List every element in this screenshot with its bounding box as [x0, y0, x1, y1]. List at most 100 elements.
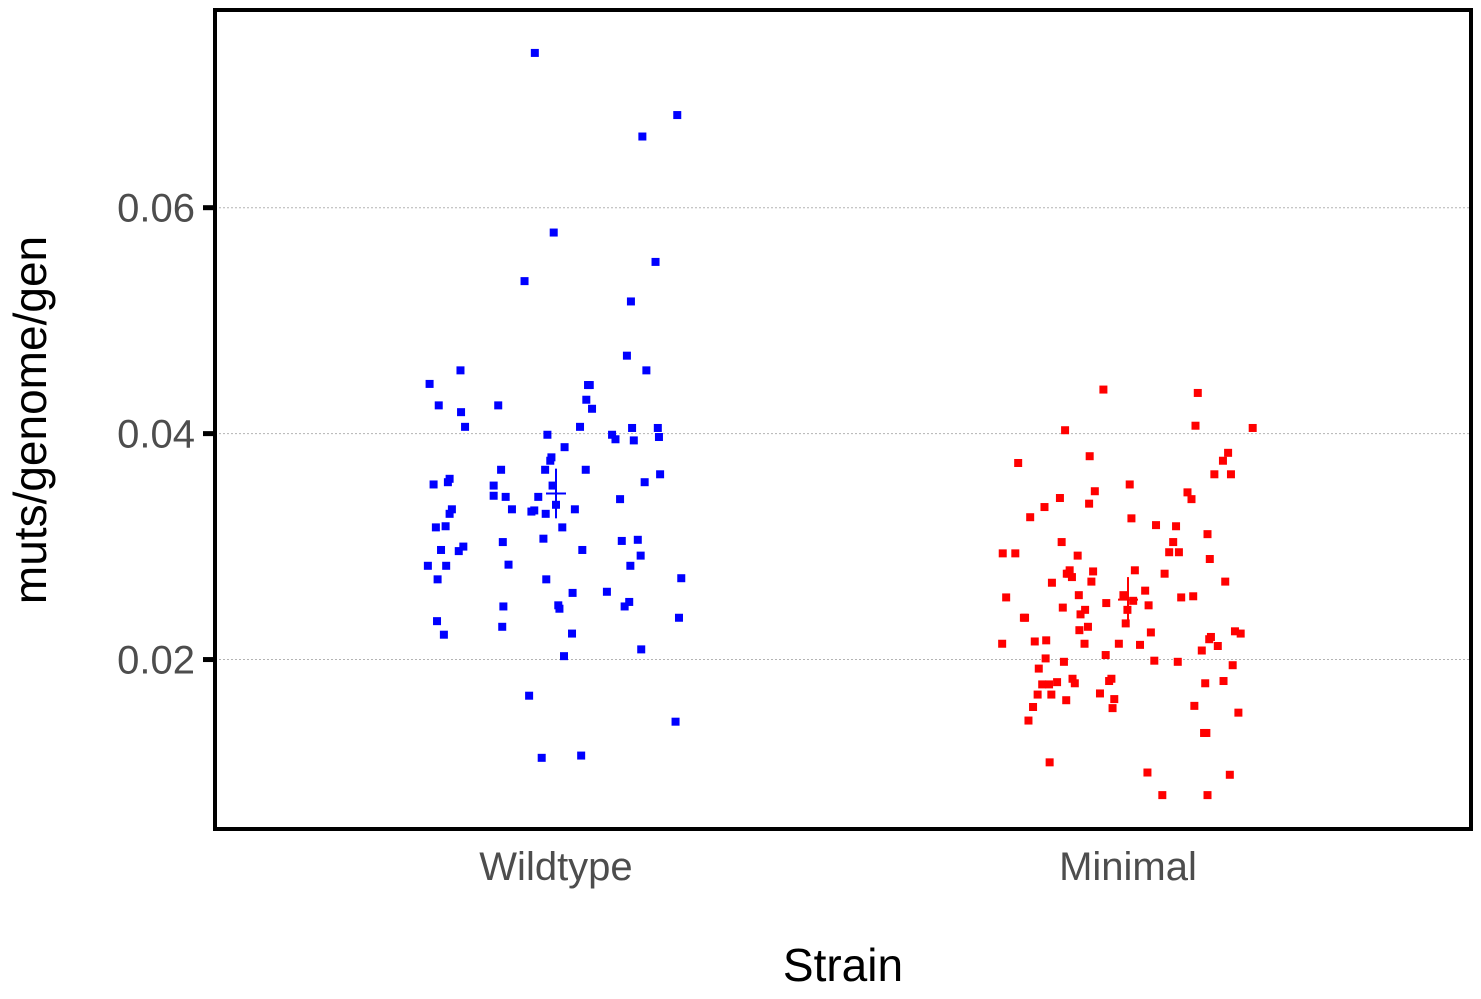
data-point: [1002, 593, 1011, 602]
data-point: [537, 753, 546, 762]
data-point: [1197, 646, 1206, 655]
data-point: [1101, 651, 1110, 660]
data-point: [1055, 494, 1064, 503]
data-point: [1047, 578, 1056, 587]
data-point: [677, 574, 686, 583]
data-point: [636, 551, 645, 560]
data-point: [1193, 388, 1202, 397]
data-point: [1038, 680, 1047, 689]
data-point: [457, 408, 466, 417]
data-point: [1061, 426, 1070, 435]
data-point: [998, 549, 1007, 558]
data-point: [1089, 567, 1098, 576]
data-point: [439, 630, 448, 639]
data-point: [1102, 599, 1111, 608]
y-tick-label: 0.02: [117, 639, 195, 683]
data-point: [626, 561, 635, 570]
data-point: [1221, 577, 1230, 586]
data-point: [671, 717, 680, 726]
data-point: [434, 401, 443, 410]
data-point: [638, 132, 647, 141]
data-point: [1041, 654, 1050, 663]
data-point: [1014, 458, 1023, 467]
data-point: [608, 430, 617, 439]
data-point: [1205, 555, 1214, 564]
data-point: [548, 481, 557, 490]
x-tick-label: Wildtype: [479, 845, 632, 889]
data-point: [1083, 622, 1092, 631]
y-axis-ticks: 0.02 0.04 0.06: [117, 187, 215, 683]
data-point: [1234, 708, 1243, 717]
data-point: [1169, 538, 1178, 547]
data-point: [642, 366, 651, 375]
data-point: [1190, 701, 1199, 710]
data-point: [425, 379, 434, 388]
data-point: [1045, 758, 1054, 767]
data-point: [616, 495, 625, 504]
data-point: [1087, 577, 1096, 586]
data-point: [637, 645, 646, 654]
data-point: [454, 547, 463, 556]
data-point: [1011, 549, 1020, 558]
data-point: [423, 561, 432, 570]
data-point: [1099, 385, 1108, 394]
data-point: [1129, 596, 1138, 605]
data-point: [626, 297, 635, 306]
data-point: [568, 629, 577, 638]
data-point: [656, 470, 665, 479]
data-point: [582, 395, 591, 404]
data-point: [1095, 689, 1104, 698]
data-point: [1165, 548, 1174, 557]
data-point: [433, 617, 442, 626]
data-point: [577, 751, 586, 760]
data-point: [651, 257, 660, 266]
data-point: [429, 480, 438, 489]
data-point: [1085, 452, 1094, 461]
x-axis-title: Strain: [783, 939, 903, 991]
data-point: [1248, 423, 1257, 432]
data-point: [1067, 573, 1076, 582]
data-point: [1226, 470, 1235, 479]
x-tick-label: Minimal: [1059, 845, 1197, 889]
data-point: [1136, 640, 1145, 649]
data-point: [1080, 639, 1089, 648]
data-point: [654, 433, 663, 442]
y-tick-label: 0.06: [117, 187, 195, 231]
y-gridlines: [215, 207, 1471, 661]
data-point: [622, 351, 631, 360]
data-point: [1076, 610, 1085, 619]
data-point: [1034, 664, 1043, 673]
data-point: [1183, 488, 1192, 497]
data-point: [1119, 591, 1128, 600]
data-point: [1021, 613, 1030, 622]
data-point: [1210, 470, 1219, 479]
data-point: [1074, 591, 1083, 600]
data-point: [1045, 680, 1054, 689]
data-point: [1187, 495, 1196, 504]
data-point: [1230, 627, 1239, 636]
data-point: [499, 602, 508, 611]
data-point: [525, 691, 534, 700]
data-point: [530, 506, 539, 515]
data-point: [1201, 679, 1210, 688]
data-point: [1108, 704, 1117, 713]
data-point: [1177, 593, 1186, 602]
data-point: [541, 465, 550, 474]
data-point: [1059, 657, 1068, 666]
data-point: [1172, 522, 1181, 531]
data-point: [558, 523, 567, 532]
data-point: [547, 453, 556, 462]
data-point: [445, 509, 454, 518]
mean-markers: [546, 468, 1138, 623]
data-points: [423, 48, 1257, 800]
data-point: [1150, 656, 1159, 665]
data-point: [520, 277, 529, 286]
data-point: [1224, 448, 1233, 457]
data-point: [498, 622, 507, 631]
data-point: [530, 48, 539, 57]
data-point: [1173, 657, 1182, 666]
data-point: [489, 481, 498, 490]
data-point: [1206, 632, 1215, 641]
data-point: [629, 436, 638, 445]
